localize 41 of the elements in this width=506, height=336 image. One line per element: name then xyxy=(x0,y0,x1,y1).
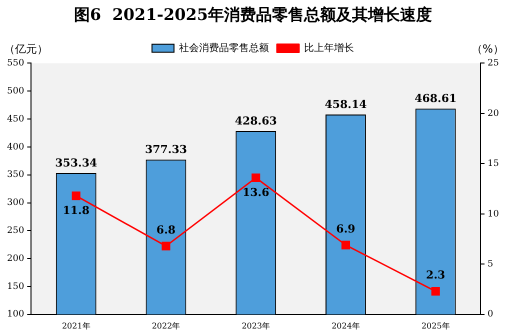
data-label: 468.61 xyxy=(414,92,457,105)
legend-label: 比上年增长 xyxy=(304,42,354,54)
y-tick-label: 350 xyxy=(6,170,24,180)
chart-title: 图6 2021-2025年消费品零售总额及其增长速度 xyxy=(74,4,432,24)
y-axis-title: （亿元） xyxy=(4,42,48,56)
x-tick-label: 2025年 xyxy=(421,321,450,330)
y2-tick-label: 20 xyxy=(488,108,500,119)
x-tick-label: 2023年 xyxy=(242,321,270,330)
data-label: 2.3 xyxy=(426,268,446,282)
data-label: 353.34 xyxy=(55,156,98,170)
point xyxy=(72,192,80,200)
data-label: 458.14 xyxy=(324,98,368,111)
data-label: 6.8 xyxy=(156,223,176,236)
point xyxy=(341,240,350,250)
x-tick-label: 2024年 xyxy=(332,321,360,330)
point xyxy=(162,242,170,250)
y-tick-label: 550 xyxy=(6,58,24,69)
data-label: 13.6 xyxy=(242,186,270,200)
y-tick-label: 100 xyxy=(6,310,24,320)
point xyxy=(431,287,440,296)
data-label: 428.63 xyxy=(234,114,277,128)
x-tick-label: 2021年 xyxy=(62,321,90,330)
y2-tick-label: 10 xyxy=(488,209,500,220)
y-tick-label: 400 xyxy=(6,142,24,152)
data-label: 11.8 xyxy=(62,204,90,218)
y2-tick-label: 0 xyxy=(488,310,494,320)
y-tick-label: 200 xyxy=(6,254,24,264)
legend-label: 社会消费品零售总额 xyxy=(179,42,269,54)
data-label: 6.9 xyxy=(336,222,356,236)
data-label: 377.33 xyxy=(144,142,188,156)
y-tick-label: 450 xyxy=(6,114,24,124)
x-tick-label: 2022年 xyxy=(152,321,180,330)
point xyxy=(252,173,260,182)
y2-axis-title: （%） xyxy=(472,42,504,56)
y-tick-label: 500 xyxy=(6,86,24,96)
y2-tick-label: 15 xyxy=(488,159,500,170)
y-tick-label: 300 xyxy=(6,198,24,208)
y-tick-label: 250 xyxy=(6,226,24,236)
y2-tick-label: 25 xyxy=(488,58,500,69)
y2-tick-label: 5 xyxy=(488,260,494,270)
y-tick-label: 150 xyxy=(6,282,24,292)
